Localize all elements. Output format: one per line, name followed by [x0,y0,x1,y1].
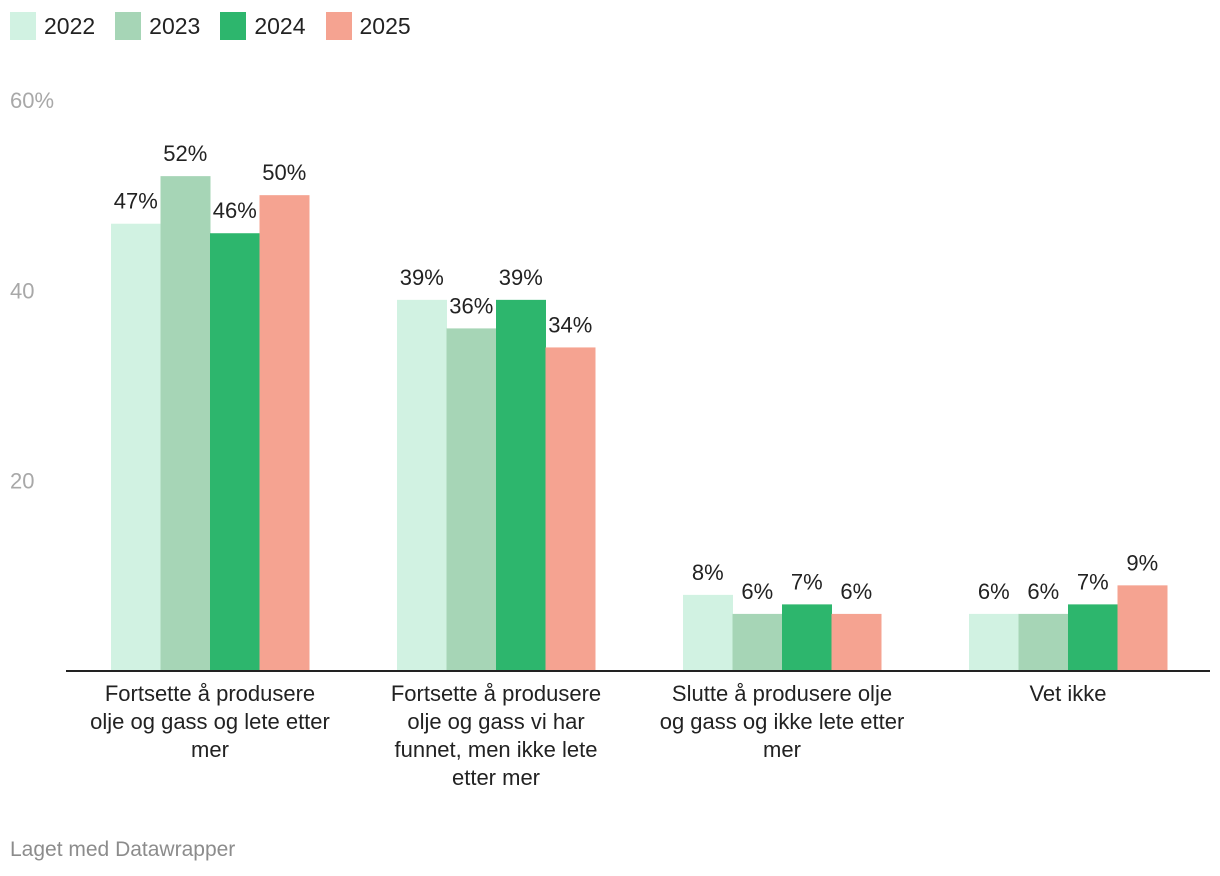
bar-2025-3 [1117,585,1168,671]
value-label-2025-1: 34% [548,312,592,337]
value-label-2024-0: 46% [213,198,257,223]
bar-2022-3 [969,613,1019,671]
value-label-2025-3: 9% [1126,550,1158,575]
category-label-0: Fortsette å produsere olje og gass og le… [90,681,330,762]
legend: 2022 2023 2024 2025 [10,12,411,40]
value-label-2022-1: 39% [400,265,444,290]
bar-2025-2 [831,613,882,671]
y-tick-label-40: 40 [10,278,34,303]
value-label-2025-0: 50% [262,160,306,185]
value-label-2023-0: 52% [163,141,207,166]
category-label-1: Fortsette å produsere olje og gass vi ha… [390,681,602,790]
bar-2023-1 [446,328,497,671]
bar-2024-3 [1068,604,1118,671]
legend-label-2023: 2023 [149,12,201,39]
bar-2022-0 [111,223,161,671]
bar-2024-2 [782,604,832,671]
category-label-2: Slutte å produsere olje og gass og ikke … [659,681,905,762]
value-label-2023-1: 36% [449,293,493,318]
legend-label-2022: 2022 [44,12,96,39]
legend-swatch-2025 [325,12,352,40]
value-label-2022-0: 47% [114,189,158,214]
y-tick-label-60: 60% [10,88,54,113]
legend-item-2024: 2024 [220,12,306,40]
value-label-2024-2: 7% [791,569,823,594]
value-label-2024-3: 7% [1077,569,1109,594]
bar-2023-2 [732,613,783,671]
value-label-2022-3: 6% [978,579,1010,604]
bar-2025-1 [545,347,596,671]
value-label-2025-2: 6% [840,579,872,604]
bar-2023-3 [1018,613,1069,671]
legend-swatch-2023 [115,12,142,40]
bar-2022-1 [397,299,447,671]
legend-label-2025: 2025 [359,12,411,39]
legend-item-2023: 2023 [115,12,200,40]
bar-2022-2 [683,594,733,671]
legend-swatch-2024 [220,12,247,40]
legend-swatch-2022 [10,12,36,40]
legend-item-2022: 2022 [10,12,95,40]
y-tick-label-20: 20 [10,469,34,494]
value-label-2023-3: 6% [1027,579,1059,604]
footer-credit: Laget med Datawrapper [10,838,236,861]
value-label-2024-1: 39% [499,265,543,290]
bar-2024-0 [210,233,260,671]
value-label-2023-2: 6% [741,579,773,604]
bar-2025-0 [259,195,310,671]
category-label-3: Vet ikke [1029,681,1107,706]
legend-label-2024: 2024 [254,12,306,39]
value-label-2022-2: 8% [692,560,724,585]
bar-2024-1 [496,299,546,671]
bar-2023-0 [160,176,211,671]
legend-item-2025: 2025 [325,12,411,40]
